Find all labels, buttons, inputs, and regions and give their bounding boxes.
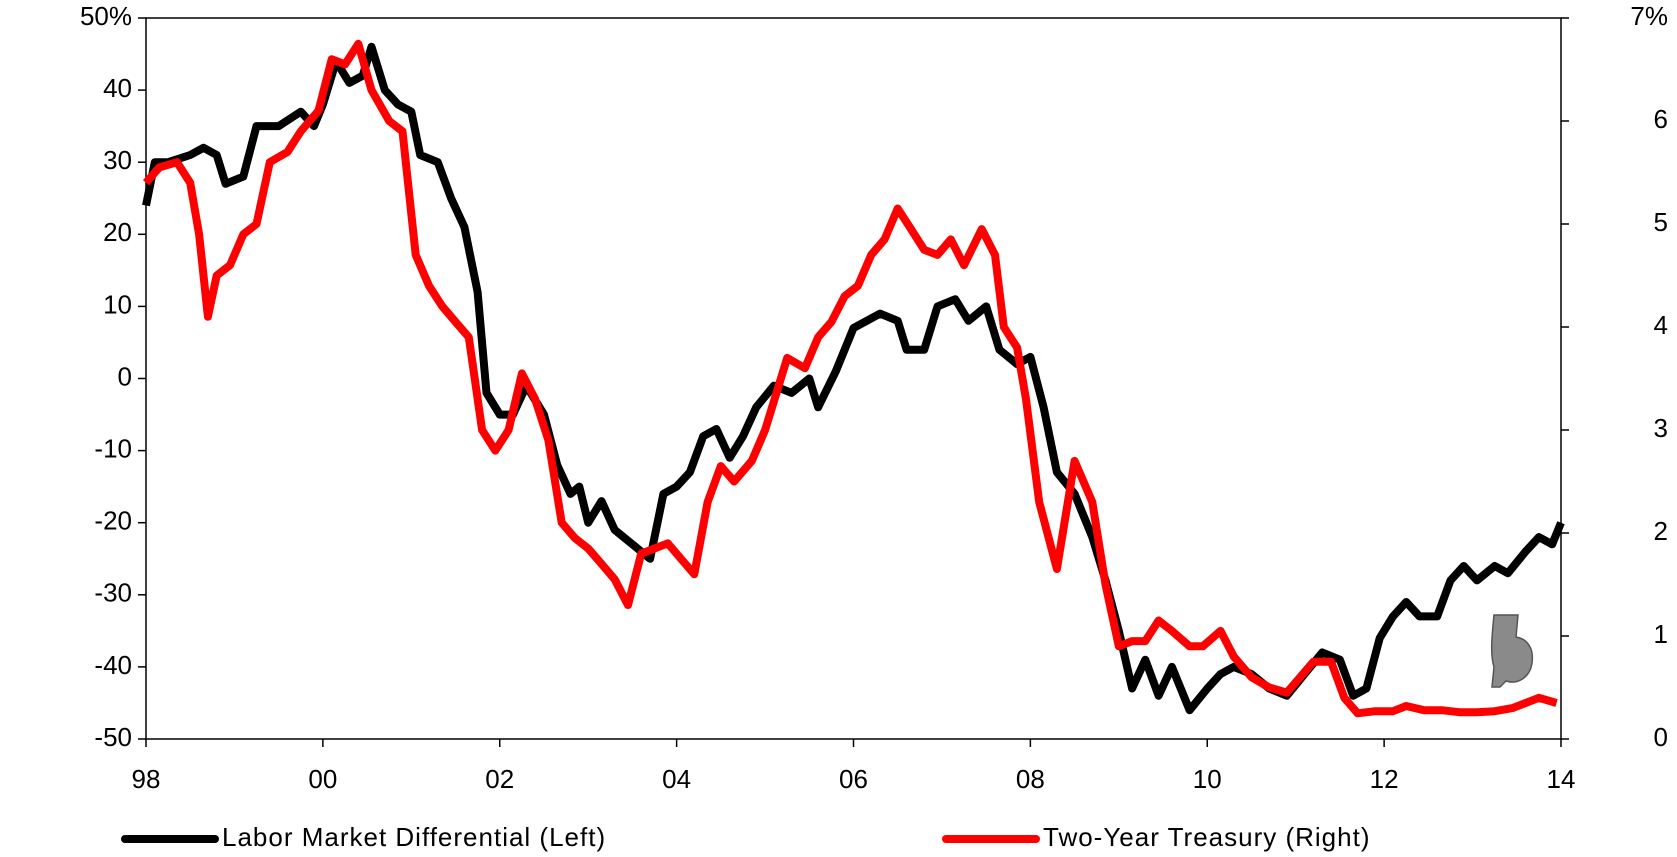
x-tick-label: 10: [1193, 764, 1222, 794]
y-tick-label: 20: [103, 217, 132, 247]
y2-tick-label: 0: [1654, 722, 1668, 752]
x-tick-label: 12: [1370, 764, 1399, 794]
y2-tick-label: 7%: [1630, 1, 1668, 31]
y2-tick-label: 2: [1654, 516, 1668, 546]
y2-tick-label: 4: [1654, 310, 1668, 340]
x-tick-label: 00: [308, 764, 337, 794]
y-tick-label: 50%: [80, 1, 132, 31]
y-tick-label: -10: [94, 433, 132, 463]
y-tick-label: -50: [94, 722, 132, 752]
x-tick-label: 08: [1016, 764, 1045, 794]
thumb-icon: [1490, 614, 1534, 688]
legend-label: Labor Market Differential (Left): [222, 822, 606, 852]
y-tick-label: 30: [103, 145, 132, 175]
series-line: [142, 39, 1558, 718]
x-tick-label: 02: [485, 764, 514, 794]
y-tick-label: -30: [94, 578, 132, 608]
y2-tick-label: 1: [1654, 619, 1668, 649]
y-tick-label: 10: [103, 289, 132, 319]
y2-tick-label: 3: [1654, 413, 1668, 443]
x-tick-label: 98: [132, 764, 161, 794]
legend-label: Two-Year Treasury (Right): [1043, 822, 1370, 852]
y-tick-label: -40: [94, 650, 132, 680]
y2-tick-label: 6: [1654, 104, 1668, 134]
x-tick-label: 06: [839, 764, 868, 794]
y-tick-label: -20: [94, 506, 132, 536]
thumb-shape: [1490, 614, 1534, 688]
plot-frame: [145, 17, 1562, 740]
x-tick-label: 14: [1547, 764, 1576, 794]
y-tick-label: 40: [103, 73, 132, 103]
x-tick-label: 04: [662, 764, 691, 794]
y-tick-label: 0: [118, 361, 132, 391]
series-line: [142, 42, 1565, 715]
y2-tick-label: 5: [1654, 207, 1668, 237]
